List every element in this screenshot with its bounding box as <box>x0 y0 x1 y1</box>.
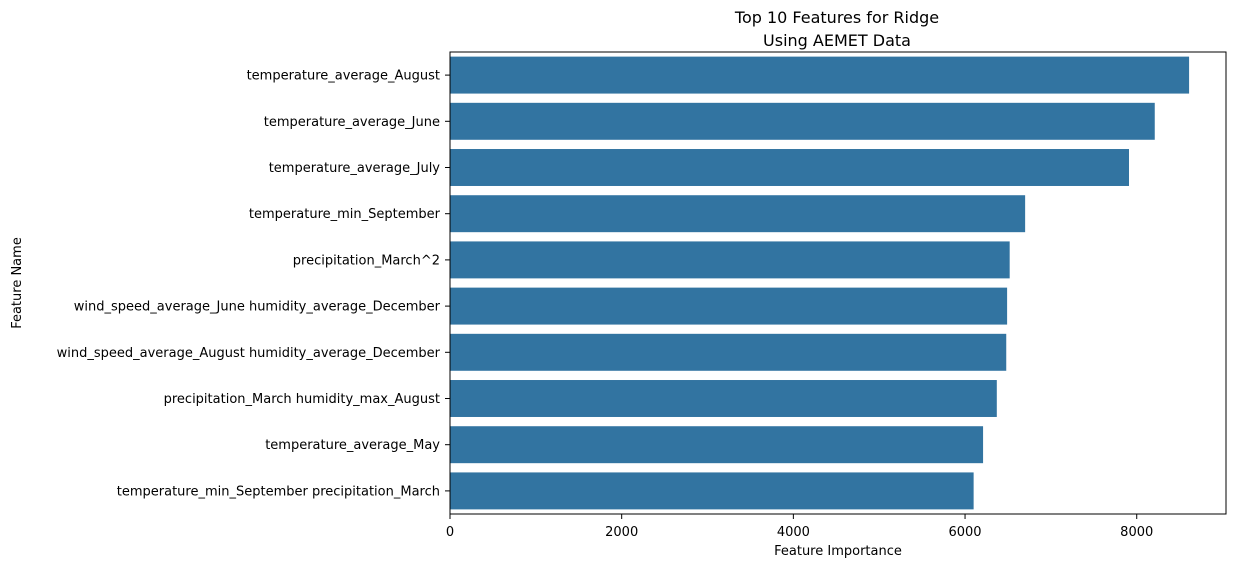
chart-title-line-2: Using AEMET Data <box>763 31 911 50</box>
bar-8 <box>450 426 984 464</box>
bars-group <box>450 56 1190 510</box>
bar-4 <box>450 241 1010 279</box>
y-tick-label-6: wind_speed_average_August humidity_avera… <box>57 346 441 361</box>
y-tick-label-0: temperature_average_August <box>247 69 440 84</box>
x-tick-label-0: 0 <box>446 525 454 540</box>
y-tick-label-3: temperature_min_September <box>249 207 441 222</box>
bar-3 <box>450 195 1026 233</box>
x-tick-label-1: 2000 <box>605 525 638 540</box>
x-tick-label-4: 8000 <box>1120 525 1153 540</box>
y-tick-label-9: temperature_min_September precipitation_… <box>117 484 440 499</box>
chart-title-line-1: Top 10 Features for Ridge <box>734 8 939 27</box>
x-tick-label-3: 6000 <box>948 525 981 540</box>
y-tick-label-2: temperature_average_July <box>269 161 441 176</box>
bar-2 <box>450 149 1129 186</box>
y-axis-label: Feature Name <box>10 237 25 329</box>
y-tick-label-1: temperature_average_June <box>264 115 440 130</box>
bar-5 <box>450 287 1008 325</box>
y-tick-label-7: precipitation_March humidity_max_August <box>164 392 440 407</box>
x-axis-label: Feature Importance <box>774 544 902 559</box>
y-tick-label-8: temperature_average_May <box>265 438 440 453</box>
y-ticks: temperature_average_August temperature_av… <box>57 69 450 499</box>
bar-1 <box>450 102 1155 140</box>
bar-6 <box>450 333 1007 371</box>
bar-9 <box>450 472 974 510</box>
plot-frame <box>449 51 1227 515</box>
y-tick-label-5: wind_speed_average_June humidity_average… <box>74 300 441 315</box>
x-ticks: 0 2000 4000 6000 8000 <box>446 514 1153 540</box>
bar-7 <box>450 380 997 417</box>
bar-0 <box>450 56 1190 94</box>
x-tick-label-2: 4000 <box>777 525 810 540</box>
y-tick-label-4: precipitation_March^2 <box>293 253 440 268</box>
